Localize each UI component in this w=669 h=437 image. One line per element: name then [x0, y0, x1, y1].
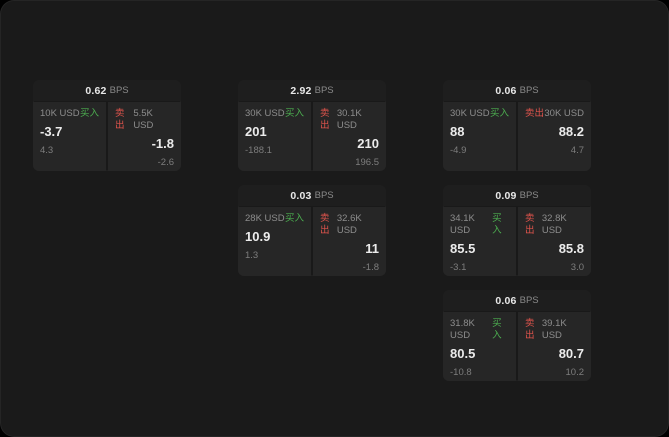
sell-amount: 32.6K USD [336, 213, 362, 236]
sell-change: 4.7 [570, 145, 584, 156]
sell-price: 80.7 [558, 346, 584, 361]
bps-value: 0.62 [85, 84, 107, 97]
buy-panel[interactable]: 28K USD 买入 10.9 1.3 [238, 207, 311, 276]
buy-panel[interactable]: 34.1K USD 买入 85.5 -3.1 [443, 207, 516, 276]
sell-label: 卖出 [525, 108, 545, 119]
sell-price: 11 [365, 241, 379, 256]
price-card: 0.09 BPS 34.1K USD 买入 85.5 -3.1 卖出 32.8K… [443, 185, 591, 276]
price-card: 0.03 BPS 28K USD 买入 10.9 1.3 卖出 32.6K US… [238, 185, 386, 276]
sell-price: 210 [357, 136, 379, 151]
buy-label: 买入 [492, 318, 502, 341]
sell-amount: 39.1K USD [541, 318, 567, 341]
sell-price: -1.8 [151, 136, 174, 151]
buy-amount: 10K USD [40, 108, 80, 119]
buy-label: 买入 [489, 108, 509, 119]
sell-price: 85.8 [558, 241, 584, 256]
sell-change: -1.8 [362, 262, 379, 273]
buy-label: 买入 [284, 108, 304, 119]
sell-panel[interactable]: 卖出 32.8K USD 85.8 3.0 [518, 207, 591, 276]
buy-label: 买入 [284, 213, 304, 224]
bps-value: 0.06 [495, 84, 517, 97]
sell-panel[interactable]: 卖出 39.1K USD 80.7 10.2 [518, 312, 591, 381]
price-card: 0.06 BPS 31.8K USD 买入 80.5 -10.8 卖出 39.1… [443, 290, 591, 381]
bps-header: 2.92 BPS [238, 80, 386, 101]
bps-value: 0.06 [495, 294, 517, 307]
bps-unit: BPS [314, 190, 334, 201]
sell-label: 卖出 [525, 213, 535, 236]
price-card: 0.62 BPS 10K USD 买入 -3.7 4.3 卖出 5.5K USD [33, 80, 181, 171]
bps-unit: BPS [519, 190, 539, 201]
buy-price: 85.5 [450, 241, 476, 256]
buy-panel[interactable]: 10K USD 买入 -3.7 4.3 [33, 102, 106, 171]
sell-amount: 32.8K USD [541, 213, 567, 236]
sell-label: 卖出 [320, 213, 330, 236]
bps-header: 0.06 BPS [443, 290, 591, 311]
sell-price: 88.2 [558, 124, 584, 139]
buy-change: -3.1 [450, 262, 467, 273]
sell-panel[interactable]: 卖出 30.1K USD 210 196.5 [313, 102, 386, 171]
buy-amount: 30K USD [450, 108, 490, 119]
sell-panel[interactable]: 卖出 5.5K USD -1.8 -2.6 [108, 102, 181, 171]
bps-unit: BPS [109, 85, 129, 96]
sell-change: -2.6 [157, 157, 174, 168]
buy-change: -4.9 [450, 145, 467, 156]
bps-unit: BPS [519, 295, 539, 306]
buy-price: -3.7 [40, 124, 63, 139]
buy-panel[interactable]: 31.8K USD 买入 80.5 -10.8 [443, 312, 516, 381]
buy-panel[interactable]: 30K USD 买入 88 -4.9 [443, 102, 516, 171]
bps-header: 0.06 BPS [443, 80, 591, 101]
bps-header: 0.62 BPS [33, 80, 181, 101]
sell-label: 卖出 [525, 318, 535, 341]
sell-amount: 5.5K USD [133, 108, 154, 131]
sell-change: 196.5 [355, 157, 379, 168]
buy-label: 买入 [79, 108, 99, 119]
buy-amount: 30K USD [245, 108, 285, 119]
buy-price: 88 [450, 124, 465, 139]
buy-price: 10.9 [245, 229, 271, 244]
price-card: 0.06 BPS 30K USD 买入 88 -4.9 卖出 30K USD [443, 80, 591, 171]
bps-header: 0.09 BPS [443, 185, 591, 206]
buy-change: 1.3 [245, 250, 259, 261]
sell-amount: 30K USD [544, 108, 584, 119]
sell-panel[interactable]: 卖出 32.6K USD 11 -1.8 [313, 207, 386, 276]
price-card: 2.92 BPS 30K USD 买入 201 -188.1 卖出 30.1K … [238, 80, 386, 171]
bps-unit: BPS [519, 85, 539, 96]
sell-label: 卖出 [115, 108, 125, 131]
bps-value: 2.92 [290, 84, 312, 97]
sell-change: 3.0 [570, 262, 584, 273]
sell-label: 卖出 [320, 108, 330, 131]
buy-label: 买入 [492, 213, 502, 236]
bps-value: 0.03 [290, 189, 312, 202]
sell-panel[interactable]: 卖出 30K USD 88.2 4.7 [518, 102, 591, 171]
buy-change: 4.3 [40, 145, 54, 156]
buy-amount: 31.8K USD [450, 318, 475, 341]
sell-change: 10.2 [565, 367, 585, 378]
buy-change: -188.1 [245, 145, 272, 156]
buy-price: 80.5 [450, 346, 476, 361]
bps-header: 0.03 BPS [238, 185, 386, 206]
sell-amount: 30.1K USD [336, 108, 362, 131]
buy-panel[interactable]: 30K USD 买入 201 -188.1 [238, 102, 311, 171]
buy-amount: 28K USD [245, 213, 285, 224]
buy-amount: 34.1K USD [450, 213, 475, 236]
buy-change: -10.8 [450, 367, 472, 378]
buy-price: 201 [245, 124, 267, 139]
bps-unit: BPS [314, 85, 334, 96]
quotes-grid: 0.62 BPS 10K USD 买入 -3.7 4.3 卖出 5.5K USD [33, 80, 591, 381]
bps-value: 0.09 [495, 189, 517, 202]
